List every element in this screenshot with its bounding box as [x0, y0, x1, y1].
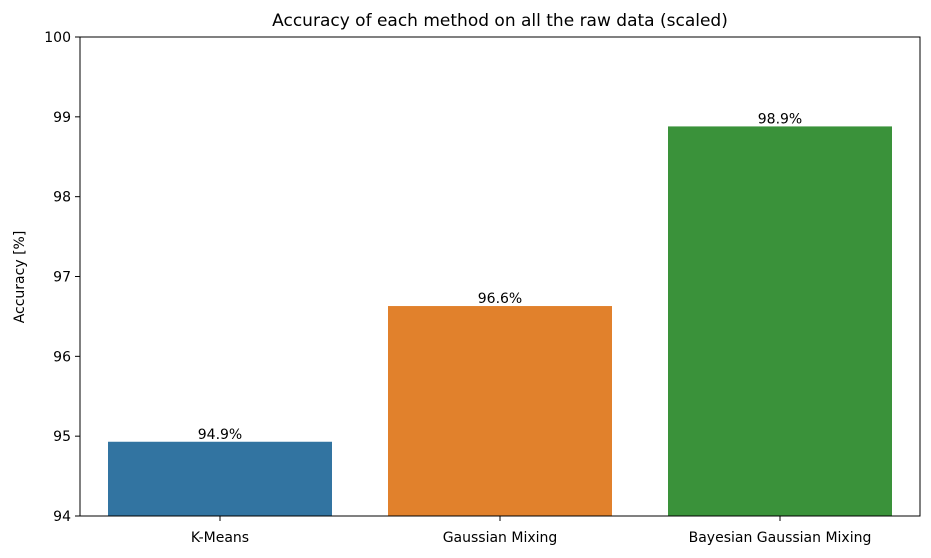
y-tick-label: 98 [53, 190, 71, 206]
bar-data-label: 94.9% [198, 427, 242, 443]
bar-1 [388, 306, 612, 516]
y-tick-label: 97 [53, 270, 71, 286]
plot-frame [79, 36, 921, 517]
x-tick-label: Bayesian Gaussian Mixing [689, 530, 872, 546]
y-tick-label: 95 [53, 429, 71, 445]
y-axis-label: Accuracy [%] [12, 231, 28, 324]
x-tick-label: K-Means [191, 530, 249, 546]
y-tick-label: 96 [53, 349, 71, 365]
x-tick-label: Gaussian Mixing [443, 530, 558, 546]
chart-title: Accuracy of each method on all the raw d… [272, 11, 728, 31]
bar-0 [108, 441, 332, 516]
bar-data-label: 96.6% [478, 291, 522, 307]
y-axis: 94 95 96 97 98 99 100 [44, 30, 80, 525]
bars-group: 94.9% 96.6% 98.9% [108, 111, 892, 516]
y-tick-label: 94 [53, 509, 71, 525]
y-tick-label: 100 [44, 30, 71, 46]
bar-2 [668, 126, 892, 516]
x-axis: K-Means Gaussian Mixing Bayesian Gaussian … [191, 516, 871, 546]
bar-data-label: 98.9% [758, 111, 802, 127]
y-tick-label: 99 [53, 110, 71, 126]
